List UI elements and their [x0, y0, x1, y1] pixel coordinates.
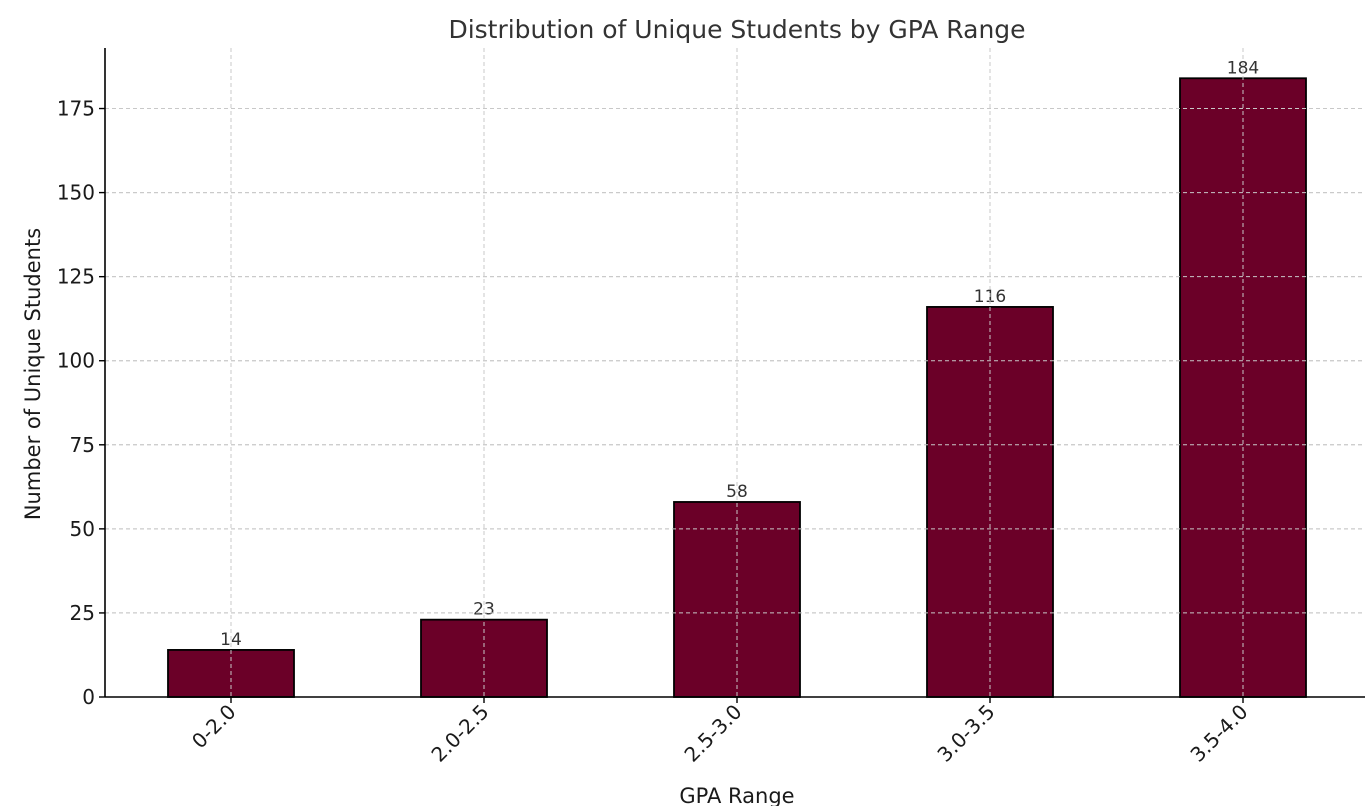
- axes: [99, 48, 1365, 703]
- x-tick-label: 2.5-3.0: [679, 700, 746, 767]
- x-axis-label: GPA Range: [679, 784, 794, 806]
- chart-title: Distribution of Unique Students by GPA R…: [448, 15, 1025, 44]
- y-tick-label: 100: [57, 349, 95, 373]
- x-tick-label: 3.5-4.0: [1185, 700, 1252, 767]
- x-tick-label: 2.0-2.5: [426, 700, 493, 767]
- y-tick-label: 25: [70, 601, 95, 625]
- y-tick-label: 150: [57, 181, 95, 205]
- x-tick-label: 3.0-3.5: [932, 700, 999, 767]
- y-tick-label: 50: [70, 517, 95, 541]
- y-tick-label: 75: [70, 433, 95, 457]
- bar-value-label: 184: [1227, 58, 1259, 78]
- y-axis-label: Number of Unique Students: [21, 228, 45, 520]
- y-tick-label: 125: [57, 265, 95, 289]
- y-tick-label: 0: [82, 685, 95, 709]
- x-tick-label: 0-2.0: [187, 700, 241, 754]
- y-tick-label: 175: [57, 97, 95, 121]
